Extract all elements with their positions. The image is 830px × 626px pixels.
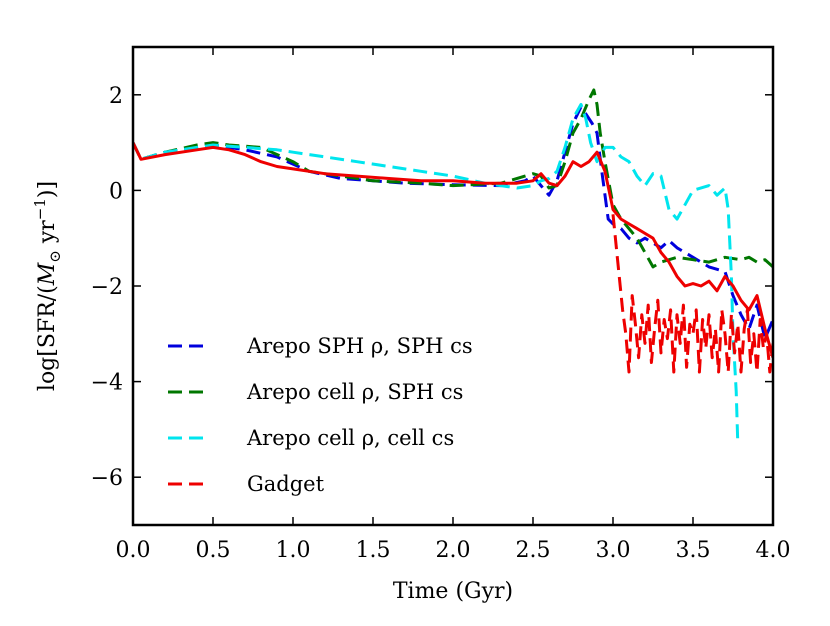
y-tick-label: −2 bbox=[91, 275, 123, 300]
legend-entry: Arepo cell ρ, SPH cs bbox=[168, 380, 463, 404]
series-line-0 bbox=[133, 105, 773, 341]
series-line-1 bbox=[133, 88, 773, 269]
x-tick-label: 3.0 bbox=[596, 538, 631, 563]
x-tick-label: 3.5 bbox=[676, 538, 711, 563]
plot-frame bbox=[131, 45, 775, 527]
series-layer bbox=[133, 88, 773, 444]
series-line-2 bbox=[133, 102, 740, 444]
y-tick-label: 2 bbox=[109, 84, 123, 109]
y-tick-label: −6 bbox=[91, 466, 123, 491]
legend-label: Gadget bbox=[247, 472, 325, 496]
y-axis-label: log[SFR/(M⊙ yr−1)] bbox=[31, 181, 64, 391]
x-tick-label: 0.0 bbox=[116, 538, 151, 563]
x-tick-label: 1.5 bbox=[356, 538, 391, 563]
legend-label: Arepo SPH ρ, SPH cs bbox=[246, 334, 473, 358]
x-tick-label: 2.0 bbox=[436, 538, 471, 563]
x-tick-label: 4.0 bbox=[756, 538, 791, 563]
legend-label: Arepo cell ρ, SPH cs bbox=[246, 380, 463, 404]
y-tick-label: −4 bbox=[91, 371, 123, 396]
svg-text:log[SFR/(M⊙ yr−1)]: log[SFR/(M⊙ yr−1)] bbox=[31, 181, 64, 391]
series-line-3 bbox=[133, 141, 773, 359]
legend-label: Arepo cell ρ, cell cs bbox=[246, 426, 454, 450]
series-line-4 bbox=[611, 214, 773, 374]
x-tick-label: 1.0 bbox=[276, 538, 311, 563]
x-tick-label: 0.5 bbox=[196, 538, 231, 563]
legend-entry: Gadget bbox=[168, 472, 325, 496]
y-tick-label: 0 bbox=[109, 179, 123, 204]
x-tick-label: 2.5 bbox=[516, 538, 551, 563]
legend: Arepo SPH ρ, SPH cs Arepo cell ρ, SPH cs A… bbox=[168, 334, 473, 496]
legend-entry: Arepo SPH ρ, SPH cs bbox=[168, 334, 473, 358]
legend-entry: Arepo cell ρ, cell cs bbox=[168, 426, 454, 450]
x-axis-label: Time (Gyr) bbox=[393, 579, 513, 604]
ticks-layer: 0.0 0.5 1.0 1.5 2.0 2.5 3.0 3.5 4.0 −6 −4 −2 0 2 bbox=[91, 47, 791, 563]
